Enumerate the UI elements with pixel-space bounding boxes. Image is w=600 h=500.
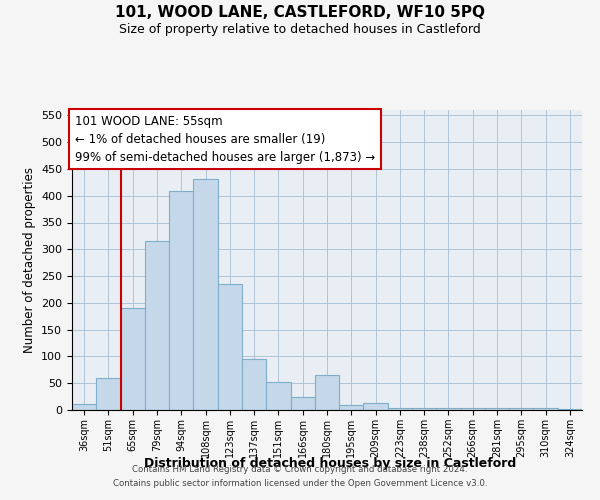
Text: 101, WOOD LANE, CASTLEFORD, WF10 5PQ: 101, WOOD LANE, CASTLEFORD, WF10 5PQ [115, 5, 485, 20]
Bar [242, 359, 266, 410]
Bar [169, 192, 193, 410]
Bar [121, 308, 145, 410]
Bar [72, 404, 96, 410]
Bar [218, 284, 242, 410]
Bar [436, 408, 461, 410]
Bar [266, 382, 290, 410]
Bar [193, 178, 218, 410]
Bar [290, 396, 315, 410]
Text: Size of property relative to detached houses in Castleford: Size of property relative to detached ho… [119, 22, 481, 36]
Bar [558, 409, 582, 410]
Y-axis label: Number of detached properties: Number of detached properties [23, 167, 35, 353]
Bar [485, 408, 509, 410]
Bar [533, 408, 558, 410]
Bar [339, 404, 364, 410]
Bar [145, 242, 169, 410]
Text: Contains HM Land Registry data © Crown copyright and database right 2024.
Contai: Contains HM Land Registry data © Crown c… [113, 466, 487, 487]
Bar [315, 375, 339, 410]
Bar [412, 408, 436, 410]
Bar [96, 378, 121, 410]
Text: Distribution of detached houses by size in Castleford: Distribution of detached houses by size … [144, 458, 516, 470]
Bar [509, 408, 533, 410]
Bar [461, 408, 485, 410]
Bar [364, 403, 388, 410]
Bar [388, 408, 412, 410]
Text: 101 WOOD LANE: 55sqm
← 1% of detached houses are smaller (19)
99% of semi-detach: 101 WOOD LANE: 55sqm ← 1% of detached ho… [74, 114, 375, 164]
